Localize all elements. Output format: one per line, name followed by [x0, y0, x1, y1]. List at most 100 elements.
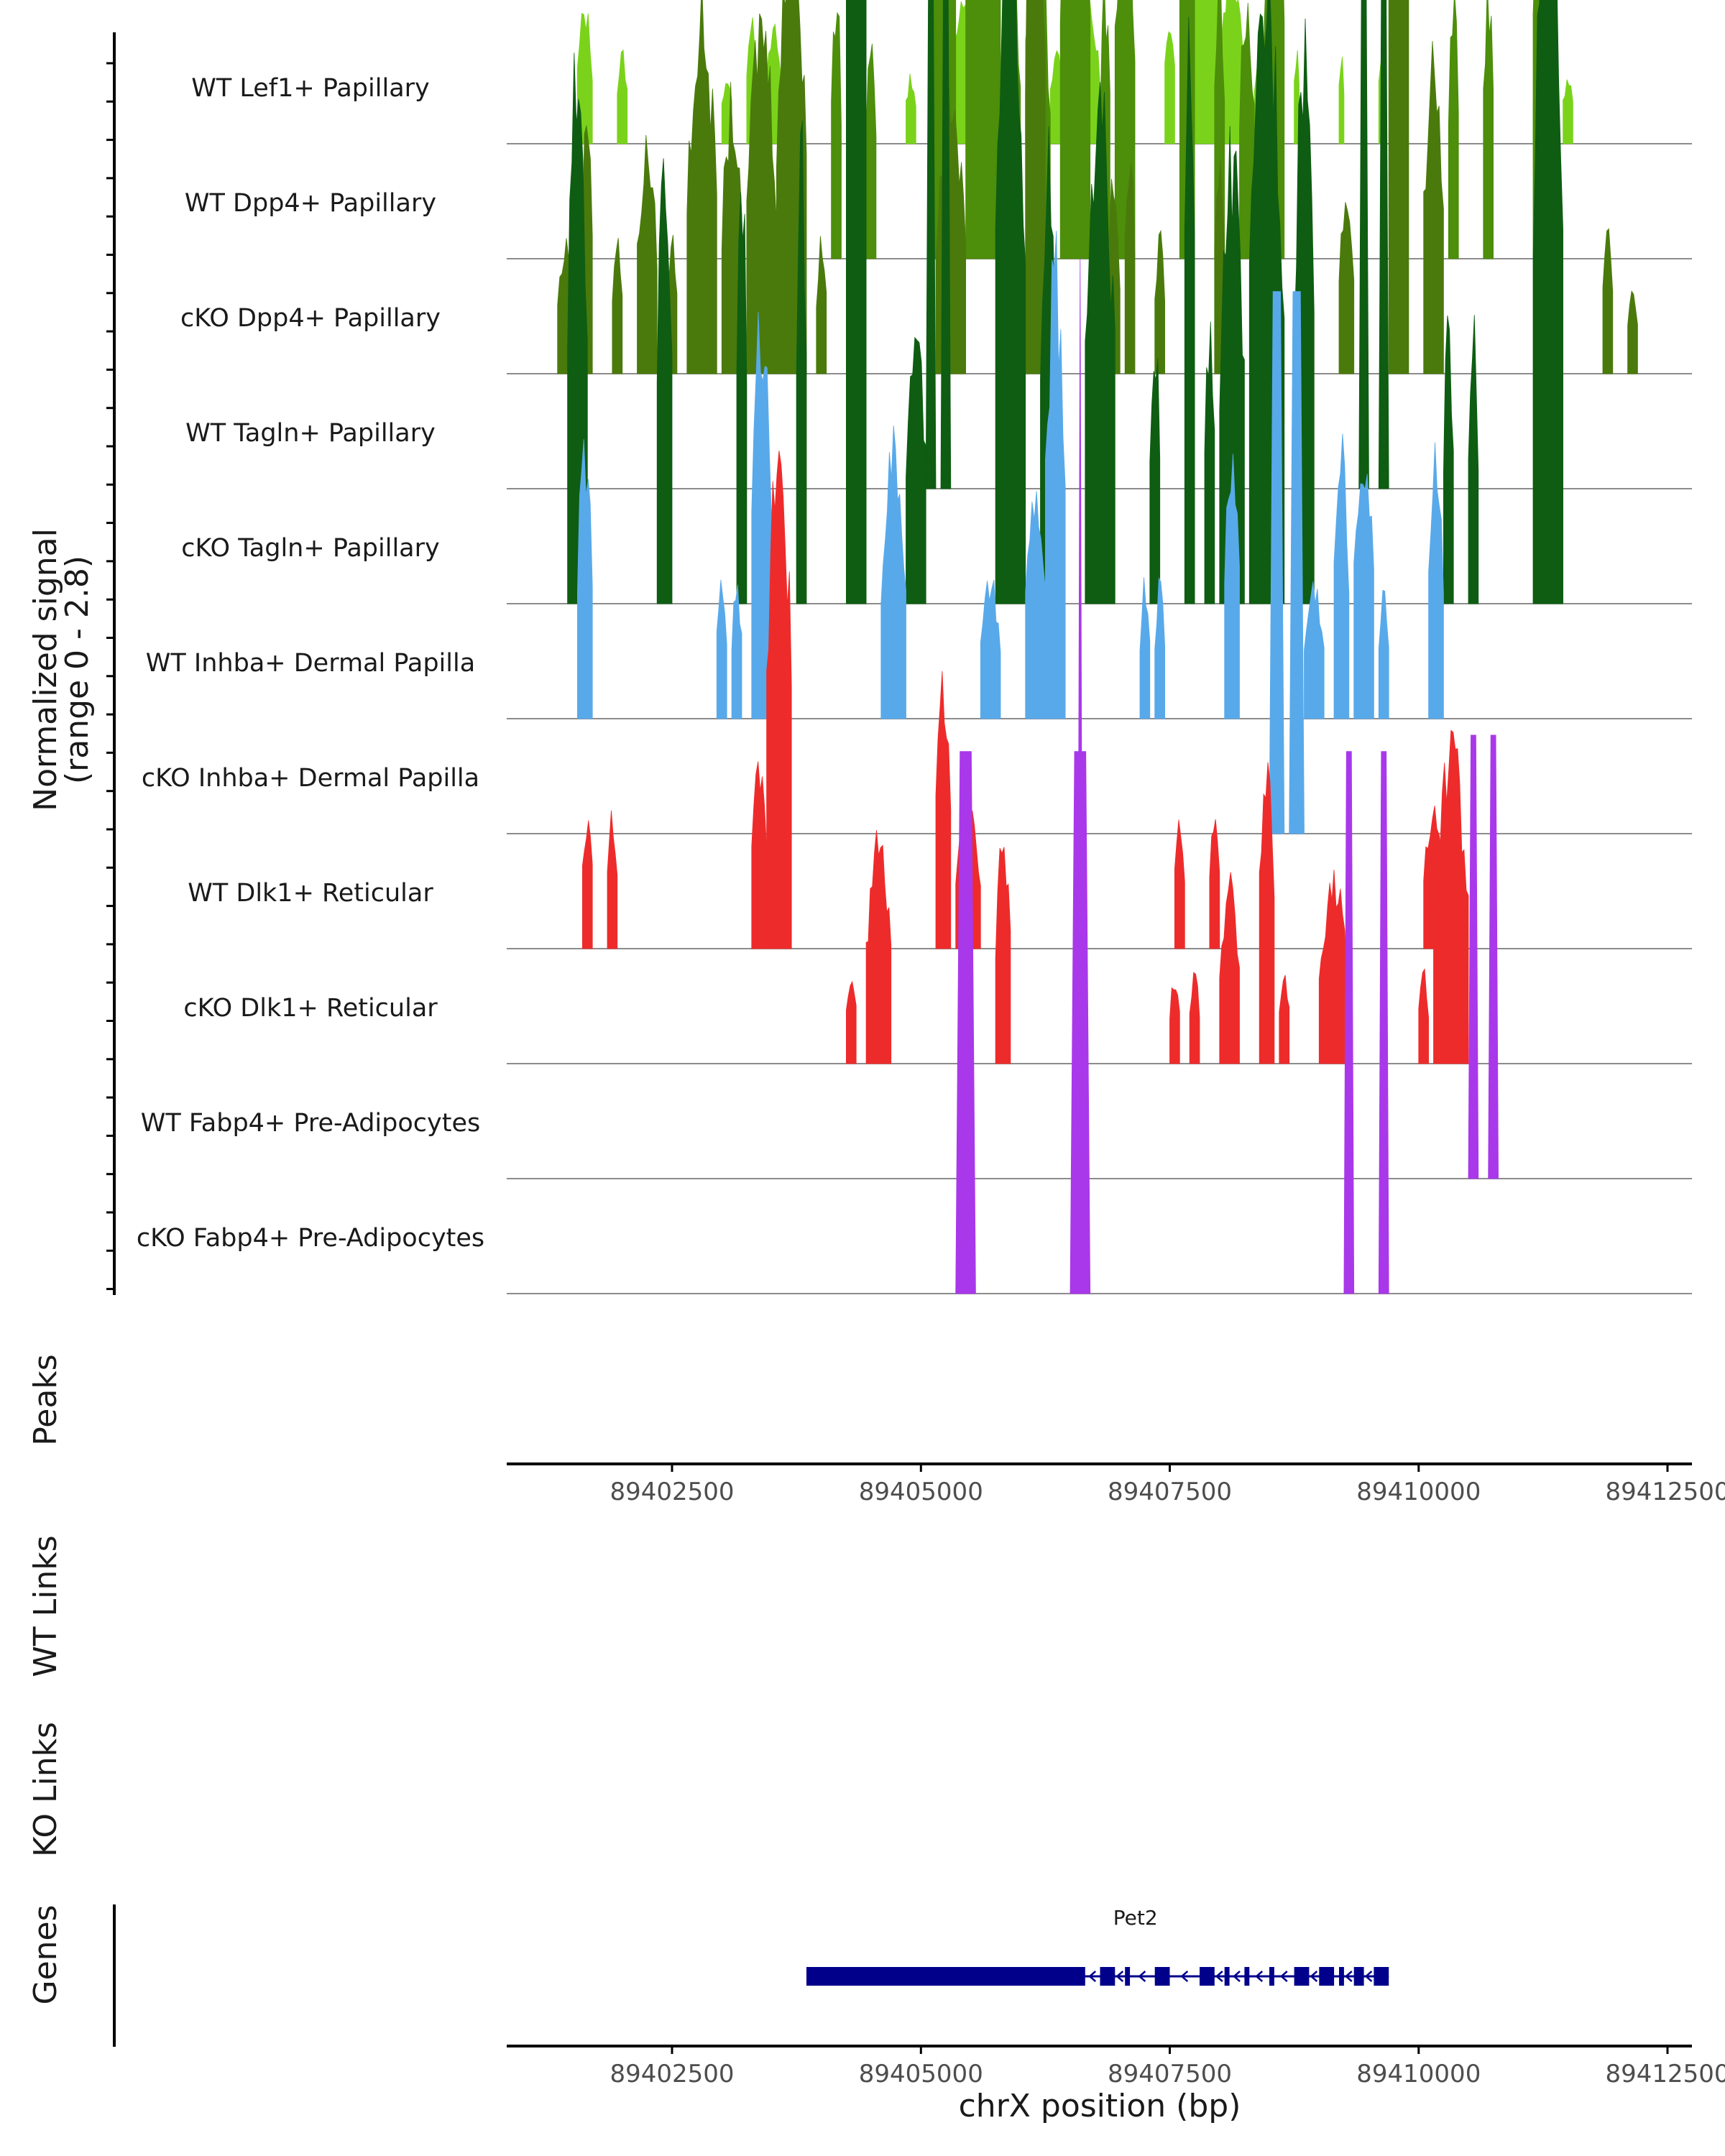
coverage-peak — [1448, 0, 1459, 259]
track-label: cKO Dlk1+ Reticular — [183, 994, 438, 1023]
coverage-peak — [1627, 290, 1638, 374]
coverage-peak — [1428, 442, 1444, 719]
genes-track-label: Genes — [27, 1904, 64, 2004]
coverage-peak — [1338, 202, 1355, 374]
coverage-peak — [1219, 872, 1240, 1064]
strand-arrow-icon — [1233, 1971, 1241, 1982]
x-tick-label: 89407500 — [1108, 2060, 1232, 2088]
coverage-peak — [1209, 819, 1220, 949]
coverage-peak — [612, 238, 623, 374]
coverage-peak — [816, 236, 827, 374]
coverage-peak — [1269, 291, 1285, 834]
coverage-peak — [751, 761, 767, 949]
x-tick-label: 89412500 — [1605, 2060, 1725, 2088]
coverage-peak — [766, 451, 792, 949]
coverage-peak — [865, 43, 877, 259]
ko-links-track-label: KO Links — [27, 1722, 64, 1857]
coverage-peak — [965, 0, 1001, 259]
coverage-peak — [1418, 968, 1429, 1064]
coverage-track: WT Fabp4+ Pre-Adipocytes — [141, 734, 1692, 1179]
coverage-peak — [1304, 581, 1325, 719]
gene-exon — [1374, 1967, 1389, 1986]
coverage-peak — [1488, 734, 1499, 1179]
coverage-peak — [925, 0, 937, 489]
coverage-peak — [1059, 0, 1091, 259]
gene-exon — [1200, 1967, 1215, 1986]
track-label: WT Dpp4+ Papillary — [185, 189, 436, 218]
x-tick-label: 89410000 — [1356, 2060, 1481, 2088]
strand-arrow-icon — [1344, 1971, 1353, 1982]
coverage-peak — [1318, 870, 1350, 1064]
coverage-peak — [656, 158, 673, 604]
coverage-peak — [736, 192, 748, 604]
peaks-track-label: Peaks — [27, 1354, 64, 1445]
coverage-peak — [1164, 31, 1175, 144]
coverage-peak — [1343, 751, 1355, 1294]
gene-exon — [806, 1967, 1085, 1986]
coverage-track: WT Tagln+ Papillary — [185, 0, 1692, 489]
coverage-peak — [1149, 358, 1161, 604]
x-axis-top: 89402500 89405000 89407500 89410000 89412500 — [507, 1462, 1725, 1506]
coverage-peak — [1154, 229, 1165, 374]
coverage-peak — [1388, 0, 1409, 374]
coverage-peak — [1169, 987, 1180, 1064]
coverage-peak — [865, 830, 892, 1064]
gene-exon — [1154, 1967, 1170, 1986]
track-label: WT Tagln+ Papillary — [185, 419, 436, 448]
coverage-peak — [1358, 0, 1369, 489]
coverage-track: cKO Fabp4+ Pre-Adipocytes — [137, 258, 1692, 1294]
coverage-peak — [1139, 577, 1151, 719]
coverage-track: cKO Dpp4+ Papillary — [180, 0, 1692, 374]
coverage-peak — [1279, 975, 1290, 1064]
coverage-peak — [1085, 82, 1116, 604]
coverage-peak — [1423, 41, 1444, 374]
coverage-peak — [1378, 0, 1389, 489]
coverage-peak — [1224, 453, 1240, 719]
coverage-peak — [716, 579, 727, 719]
gene-exon — [1269, 1967, 1274, 1986]
coverage-peak — [1338, 56, 1345, 144]
x-axis-bottom: 89402500 89405000 89407500 89410000 89412500 — [507, 2045, 1725, 2088]
coverage-peak — [1483, 0, 1494, 259]
coverage-peak — [1204, 321, 1215, 604]
track-label: WT Fabp4+ Pre-Adipocytes — [141, 1109, 480, 1138]
coverage-peak — [940, 0, 952, 489]
x-tick-label: 89410000 — [1356, 1478, 1481, 1506]
strand-arrow-icon — [1180, 1971, 1189, 1982]
coverage-peak — [1189, 972, 1200, 1064]
track-label: cKO Inhba+ Dermal Papilla — [142, 764, 479, 793]
x-axis-title: chrX position (bp) — [959, 2088, 1241, 2124]
coverage-peak — [1433, 729, 1469, 1064]
coverage-peak — [1124, 163, 1136, 374]
strand-arrow-icon — [1279, 1971, 1288, 1982]
coverage-peak — [1259, 762, 1275, 1064]
coverage-peak — [686, 0, 717, 374]
gene-exon — [1294, 1967, 1310, 1986]
strand-arrow-icon — [1088, 1971, 1097, 1982]
coverage-peak — [577, 12, 593, 144]
coverage-peak — [995, 847, 1011, 1064]
coverage-peak — [880, 425, 906, 719]
coverage-peak — [1045, 230, 1066, 719]
coverage-peak — [1563, 79, 1573, 144]
coverage-y-axis — [106, 32, 116, 1295]
coverage-peak — [1289, 291, 1305, 834]
coverage-track: WT Inhba+ Dermal Papilla — [146, 230, 1692, 719]
coverage-peak — [1219, 126, 1245, 604]
coverage-peak — [831, 11, 842, 259]
coverage-peak — [935, 671, 952, 949]
coverage-peak — [796, 120, 807, 604]
coverage-peak — [1070, 258, 1091, 1294]
track-label: cKO Dpp4+ Papillary — [180, 304, 441, 333]
coverage-peak — [846, 980, 857, 1064]
coverage-track: cKO Dlk1+ Reticular — [183, 729, 1692, 1064]
gene-exon — [1224, 1967, 1230, 1986]
coverage-peak — [637, 134, 658, 374]
coverage-peak — [906, 73, 916, 144]
gene-exon — [1244, 1967, 1250, 1986]
track-label: WT Dlk1+ Reticular — [188, 879, 433, 908]
x-tick-label: 89405000 — [859, 1478, 983, 1506]
strand-arrow-icon — [1255, 1971, 1264, 1982]
coverage-peak — [846, 0, 867, 604]
